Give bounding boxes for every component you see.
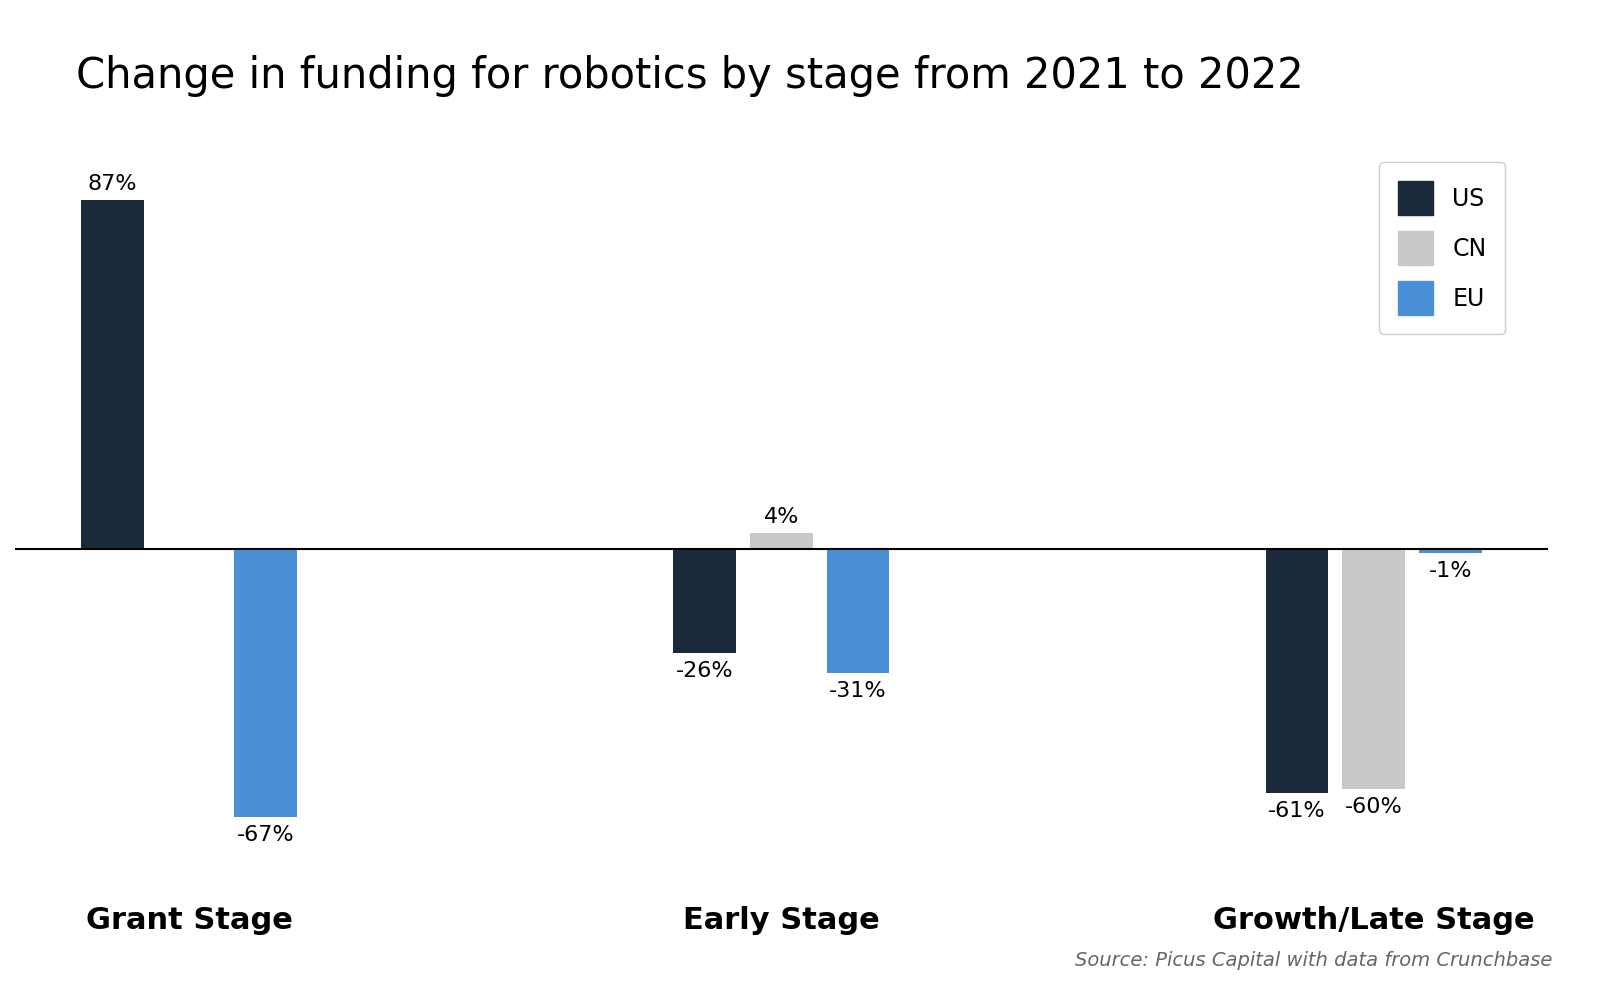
Bar (82, 200, 144, 549)
Text: 4%: 4% (763, 507, 798, 527)
Bar (1419, 549, 1482, 553)
Text: -61%: -61% (1269, 801, 1326, 821)
Bar (1266, 549, 1328, 793)
Bar (750, 533, 813, 549)
Legend: US, CN, EU: US, CN, EU (1379, 162, 1506, 334)
Text: -31%: -31% (829, 681, 886, 701)
Text: Source: Picus Capital with data from Crunchbase: Source: Picus Capital with data from Cru… (1075, 951, 1552, 970)
Text: -67%: -67% (237, 825, 294, 845)
Text: -26%: -26% (675, 661, 733, 681)
Bar (827, 549, 890, 673)
Bar (1342, 549, 1405, 789)
Text: -1%: -1% (1429, 561, 1472, 581)
Text: 87%: 87% (88, 174, 138, 194)
Bar (235, 549, 298, 817)
Text: Change in funding for robotics by stage from 2021 to 2022: Change in funding for robotics by stage … (77, 55, 1304, 97)
Text: -60%: -60% (1344, 797, 1403, 817)
Bar (674, 549, 736, 653)
